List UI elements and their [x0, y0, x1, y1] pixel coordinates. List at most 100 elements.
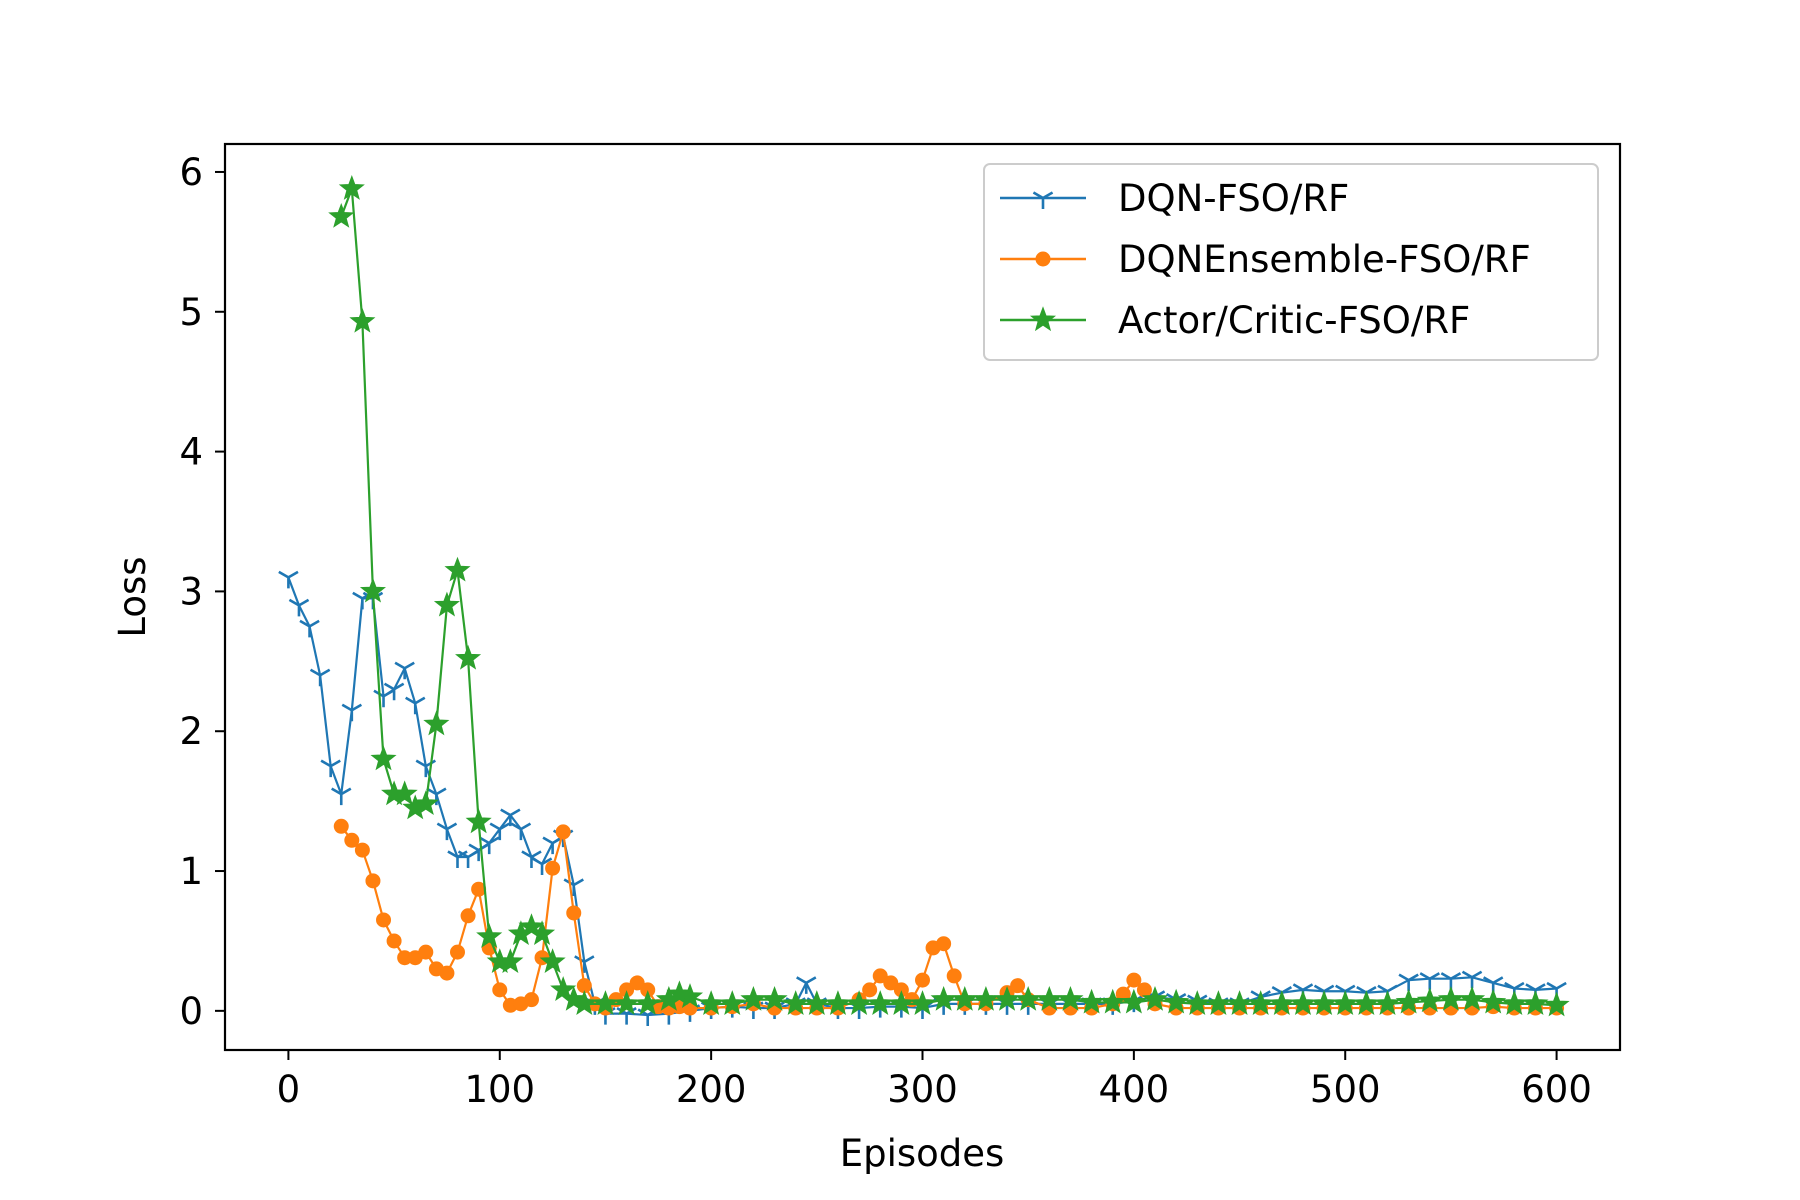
legend-frame	[983, 163, 1599, 361]
data-point	[993, 985, 1021, 1011]
data-point	[338, 175, 365, 200]
data-point	[418, 944, 434, 960]
data-point	[386, 933, 402, 949]
data-point	[1136, 982, 1152, 998]
data-point	[936, 936, 952, 952]
y-axis: 0 1 2 3 4 5 6	[179, 151, 225, 1033]
data-point	[846, 990, 873, 1015]
x-tick-label: 600	[1521, 1068, 1592, 1111]
data-point	[1126, 972, 1142, 988]
data-point	[1057, 985, 1084, 1011]
data-point	[457, 850, 479, 869]
data-point	[883, 975, 899, 991]
data-point	[433, 591, 460, 617]
data-point	[521, 850, 542, 869]
data-point	[1226, 990, 1253, 1015]
y-tick-label: 6	[179, 151, 203, 194]
data-point	[383, 682, 405, 701]
data-point	[370, 745, 397, 771]
legend-label: Actor/Critic-FSO/RF	[1118, 299, 1470, 342]
y-tick-label: 3	[179, 570, 203, 613]
y-axis-label: Loss	[111, 556, 154, 637]
data-point	[1437, 985, 1464, 1011]
data-point	[439, 965, 455, 981]
data-point	[592, 990, 619, 1015]
data-point	[518, 913, 545, 939]
x-tick-label: 400	[1099, 1068, 1170, 1111]
data-point	[492, 982, 508, 998]
data-point	[719, 990, 746, 1015]
data-point	[915, 972, 930, 988]
data-point	[299, 619, 320, 638]
data-point	[1036, 985, 1063, 1011]
data-point	[1163, 988, 1190, 1014]
data-point	[1099, 988, 1126, 1014]
x-tick-label: 100	[464, 1068, 535, 1111]
data-point	[412, 790, 439, 816]
y-tick-label: 5	[179, 291, 203, 334]
data-point	[1458, 985, 1486, 1011]
data-point	[1078, 988, 1105, 1014]
legend-item: DQN-FSO/RF	[1000, 177, 1349, 220]
x-axis-label: Episodes	[840, 1132, 1005, 1175]
data-point	[566, 905, 582, 921]
data-point	[497, 948, 524, 974]
data-point	[523, 992, 539, 1008]
legend-item: Actor/Critic-FSO/RF	[1000, 299, 1470, 342]
data-point	[824, 990, 851, 1015]
data-point	[1205, 990, 1232, 1015]
data-point	[867, 990, 894, 1015]
data-point	[1015, 985, 1042, 1011]
data-point	[436, 822, 458, 841]
data-point	[320, 759, 341, 778]
data-point	[613, 990, 640, 1015]
data-point	[450, 944, 465, 960]
data-point	[1115, 986, 1131, 1002]
series-2	[328, 175, 1570, 1017]
data-point	[1120, 988, 1147, 1014]
data-point	[376, 912, 392, 928]
data-point	[909, 990, 936, 1015]
data-point	[634, 990, 661, 1015]
legend-marker	[1035, 251, 1051, 267]
data-point	[1184, 990, 1211, 1015]
data-point	[698, 990, 725, 1015]
data-point	[1289, 990, 1316, 1015]
data-point	[309, 668, 331, 687]
data-point	[539, 948, 566, 974]
data-point	[500, 808, 521, 827]
data-point	[796, 976, 817, 994]
legend-marker	[1029, 306, 1057, 332]
data-point	[344, 832, 360, 848]
series-layer	[278, 175, 1570, 1027]
data-point	[1416, 987, 1443, 1013]
x-tick-label: 0	[277, 1068, 301, 1111]
data-point	[331, 787, 352, 806]
data-point	[333, 818, 349, 834]
data-point	[1395, 988, 1422, 1014]
data-point	[1522, 990, 1549, 1015]
data-point	[444, 556, 471, 582]
data-point	[531, 857, 553, 876]
legend-item: DQNEnsemble-FSO/RF	[1000, 238, 1531, 281]
data-point	[555, 824, 571, 840]
x-tick-label: 200	[676, 1068, 747, 1111]
data-point	[740, 985, 767, 1011]
data-point	[391, 780, 418, 806]
data-point	[510, 822, 532, 841]
data-point	[278, 570, 299, 589]
data-point	[489, 822, 510, 841]
data-point	[1010, 978, 1026, 994]
legend-label: DQNEnsemble-FSO/RF	[1118, 238, 1531, 281]
data-point	[1311, 990, 1338, 1015]
data-point	[1141, 985, 1169, 1011]
x-tick-label: 500	[1310, 1068, 1381, 1111]
data-point	[328, 202, 355, 228]
legend-entries: DQN-FSO/RF DQNEnsemble-FSO/RF Actor/Critic…	[1000, 177, 1531, 342]
y-tick-label: 2	[179, 710, 203, 753]
data-point	[1501, 990, 1528, 1015]
data-point	[676, 983, 704, 1008]
y-tick-label: 1	[179, 850, 203, 893]
x-tick-label: 300	[887, 1068, 958, 1111]
